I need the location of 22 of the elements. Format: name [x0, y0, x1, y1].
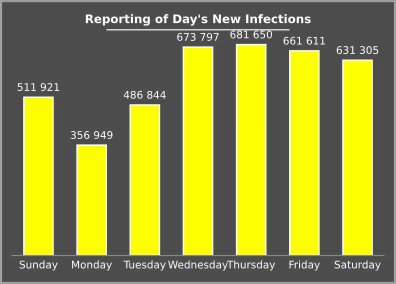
x-tick-label: Thursday [226, 260, 276, 271]
x-tick-label: Monday [72, 260, 112, 271]
bar [23, 96, 54, 256]
bar [236, 44, 266, 256]
bar [182, 46, 214, 256]
bar [342, 60, 373, 256]
x-tick-label: Sunday [20, 260, 58, 271]
x-tick-label: Tuesday [124, 260, 166, 271]
bar [130, 104, 160, 256]
data-label: 511 921 [18, 83, 60, 91]
x-tick-label: Wednesday [168, 260, 228, 271]
x-tick-label: Saturday [334, 260, 381, 271]
bar [289, 50, 320, 256]
data-label: 681 650 [230, 30, 272, 38]
chart-title: Reporting of Day's New Infections [86, 14, 311, 26]
data-label: 356 949 [70, 131, 112, 139]
x-tick-label: Friday [290, 260, 320, 271]
data-label: 486 844 [124, 90, 166, 99]
data-label: 661 611 [284, 36, 325, 45]
bar [76, 144, 107, 256]
data-label: 631 305 [336, 46, 378, 54]
data-label: 673 797 [177, 32, 219, 41]
